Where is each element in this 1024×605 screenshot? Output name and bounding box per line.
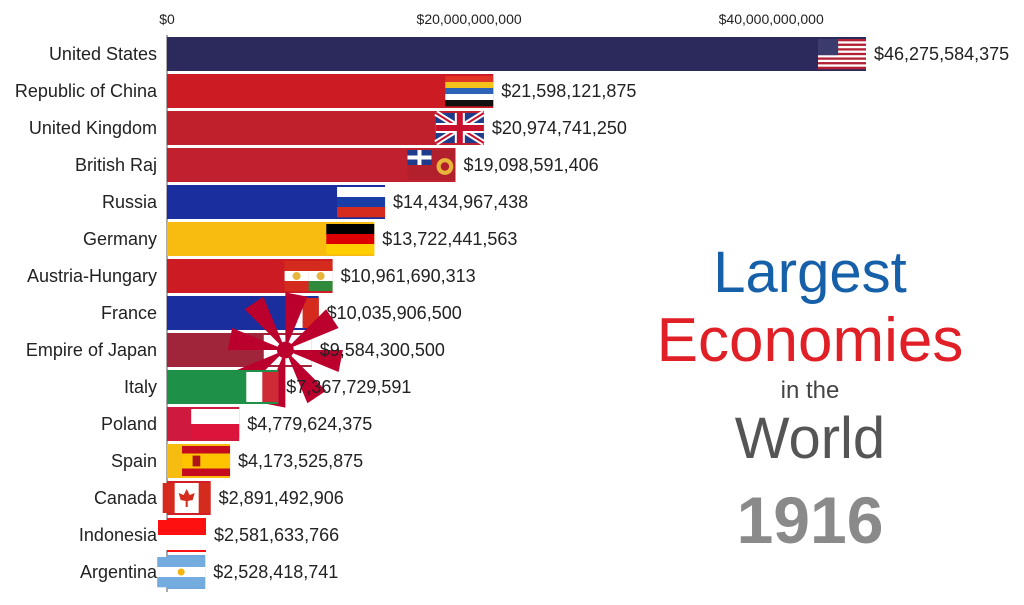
bar-row: British Raj $19,098,591,406 <box>75 148 599 182</box>
bar-row: France $10,035,906,500 <box>101 296 462 330</box>
value-label: $10,035,906,500 <box>327 303 462 323</box>
flag-russia-icon <box>337 187 386 218</box>
bar-row: United States $46,275,584,375 <box>49 37 1009 71</box>
value-label: $21,598,121,875 <box>501 81 636 101</box>
bar-row: Poland $4,779,624,375 <box>101 407 372 441</box>
bar-row: Spain $4,173,525,875 <box>111 444 363 478</box>
bar-row: Canada $2,891,492,906 <box>94 481 344 515</box>
category-label: Empire of Japan <box>26 340 157 360</box>
value-label: $2,528,418,741 <box>213 562 338 582</box>
year-label: 1916 <box>736 483 884 557</box>
value-label: $9,584,300,500 <box>320 340 445 360</box>
flag-canada-icon <box>162 483 211 513</box>
category-label: Germany <box>83 229 157 249</box>
flag-germany-icon <box>326 224 375 255</box>
bar-row: Argentina $2,528,418,741 <box>80 555 338 589</box>
category-label: United States <box>49 44 157 64</box>
bar-row: United Kingdom $20,974,741,250 <box>29 110 627 146</box>
title-line-world: World <box>734 406 886 471</box>
value-label: $46,275,584,375 <box>874 44 1009 64</box>
value-label: $2,891,492,906 <box>219 488 344 508</box>
value-label: $4,779,624,375 <box>247 414 372 434</box>
value-label: $4,173,525,875 <box>238 451 363 471</box>
flag-uk-icon <box>434 110 486 146</box>
title-line-in-the: in the <box>780 377 840 404</box>
bar-row: Italy $7,367,729,591 <box>124 370 411 404</box>
bar <box>167 148 456 182</box>
category-label: Italy <box>124 377 157 397</box>
flag-argentina-icon <box>157 557 206 588</box>
x-tick-label: $0 <box>159 11 175 27</box>
bar <box>167 74 494 108</box>
bar-row: Republic of China $21,598,121,875 <box>15 74 636 108</box>
category-label: Argentina <box>80 562 158 582</box>
x-tick-label: $40,000,000,000 <box>719 11 824 27</box>
flag-british-raj-icon <box>407 150 456 180</box>
chart-title: Largest Economies in the World 1916 <box>600 240 1020 562</box>
flag-italy-icon <box>230 372 279 402</box>
value-label: $20,974,741,250 <box>492 118 627 138</box>
category-label: Russia <box>102 192 158 212</box>
bar <box>167 111 484 145</box>
value-label: $2,581,633,766 <box>214 525 339 545</box>
flag-usa-icon <box>818 39 866 70</box>
bar-row: Indonesia $2,581,633,766 <box>79 518 339 552</box>
flag-spain-icon <box>182 446 231 476</box>
category-label: Canada <box>94 488 158 508</box>
category-label: United Kingdom <box>29 118 157 138</box>
bar-row: Germany $13,722,441,563 <box>83 222 517 256</box>
title-line-economies: Economies <box>656 306 964 375</box>
flag-austria-hungary-icon <box>284 261 333 291</box>
value-label: $14,434,967,438 <box>393 192 528 212</box>
category-label: Austria-Hungary <box>27 266 157 286</box>
flag-poland-icon <box>191 409 240 439</box>
category-label: Poland <box>101 414 157 434</box>
value-label: $13,722,441,563 <box>382 229 517 249</box>
bar-row: Russia $14,434,967,438 <box>102 185 528 219</box>
flag-indonesia-icon <box>157 520 206 550</box>
category-label: Indonesia <box>79 525 158 545</box>
bar <box>167 37 866 71</box>
category-label: Spain <box>111 451 157 471</box>
title-line-largest: Largest <box>713 240 907 305</box>
x-tick-label: $20,000,000,000 <box>417 11 522 27</box>
value-label: $7,367,729,591 <box>286 377 411 397</box>
category-label: British Raj <box>75 155 157 175</box>
category-label: Republic of China <box>15 81 158 101</box>
value-label: $19,098,591,406 <box>463 155 598 175</box>
bar-row: Austria-Hungary $10,961,690,313 <box>27 259 476 293</box>
flag-roc-icon <box>445 76 494 107</box>
value-label: $10,961,690,313 <box>341 266 476 286</box>
category-label: France <box>101 303 157 323</box>
